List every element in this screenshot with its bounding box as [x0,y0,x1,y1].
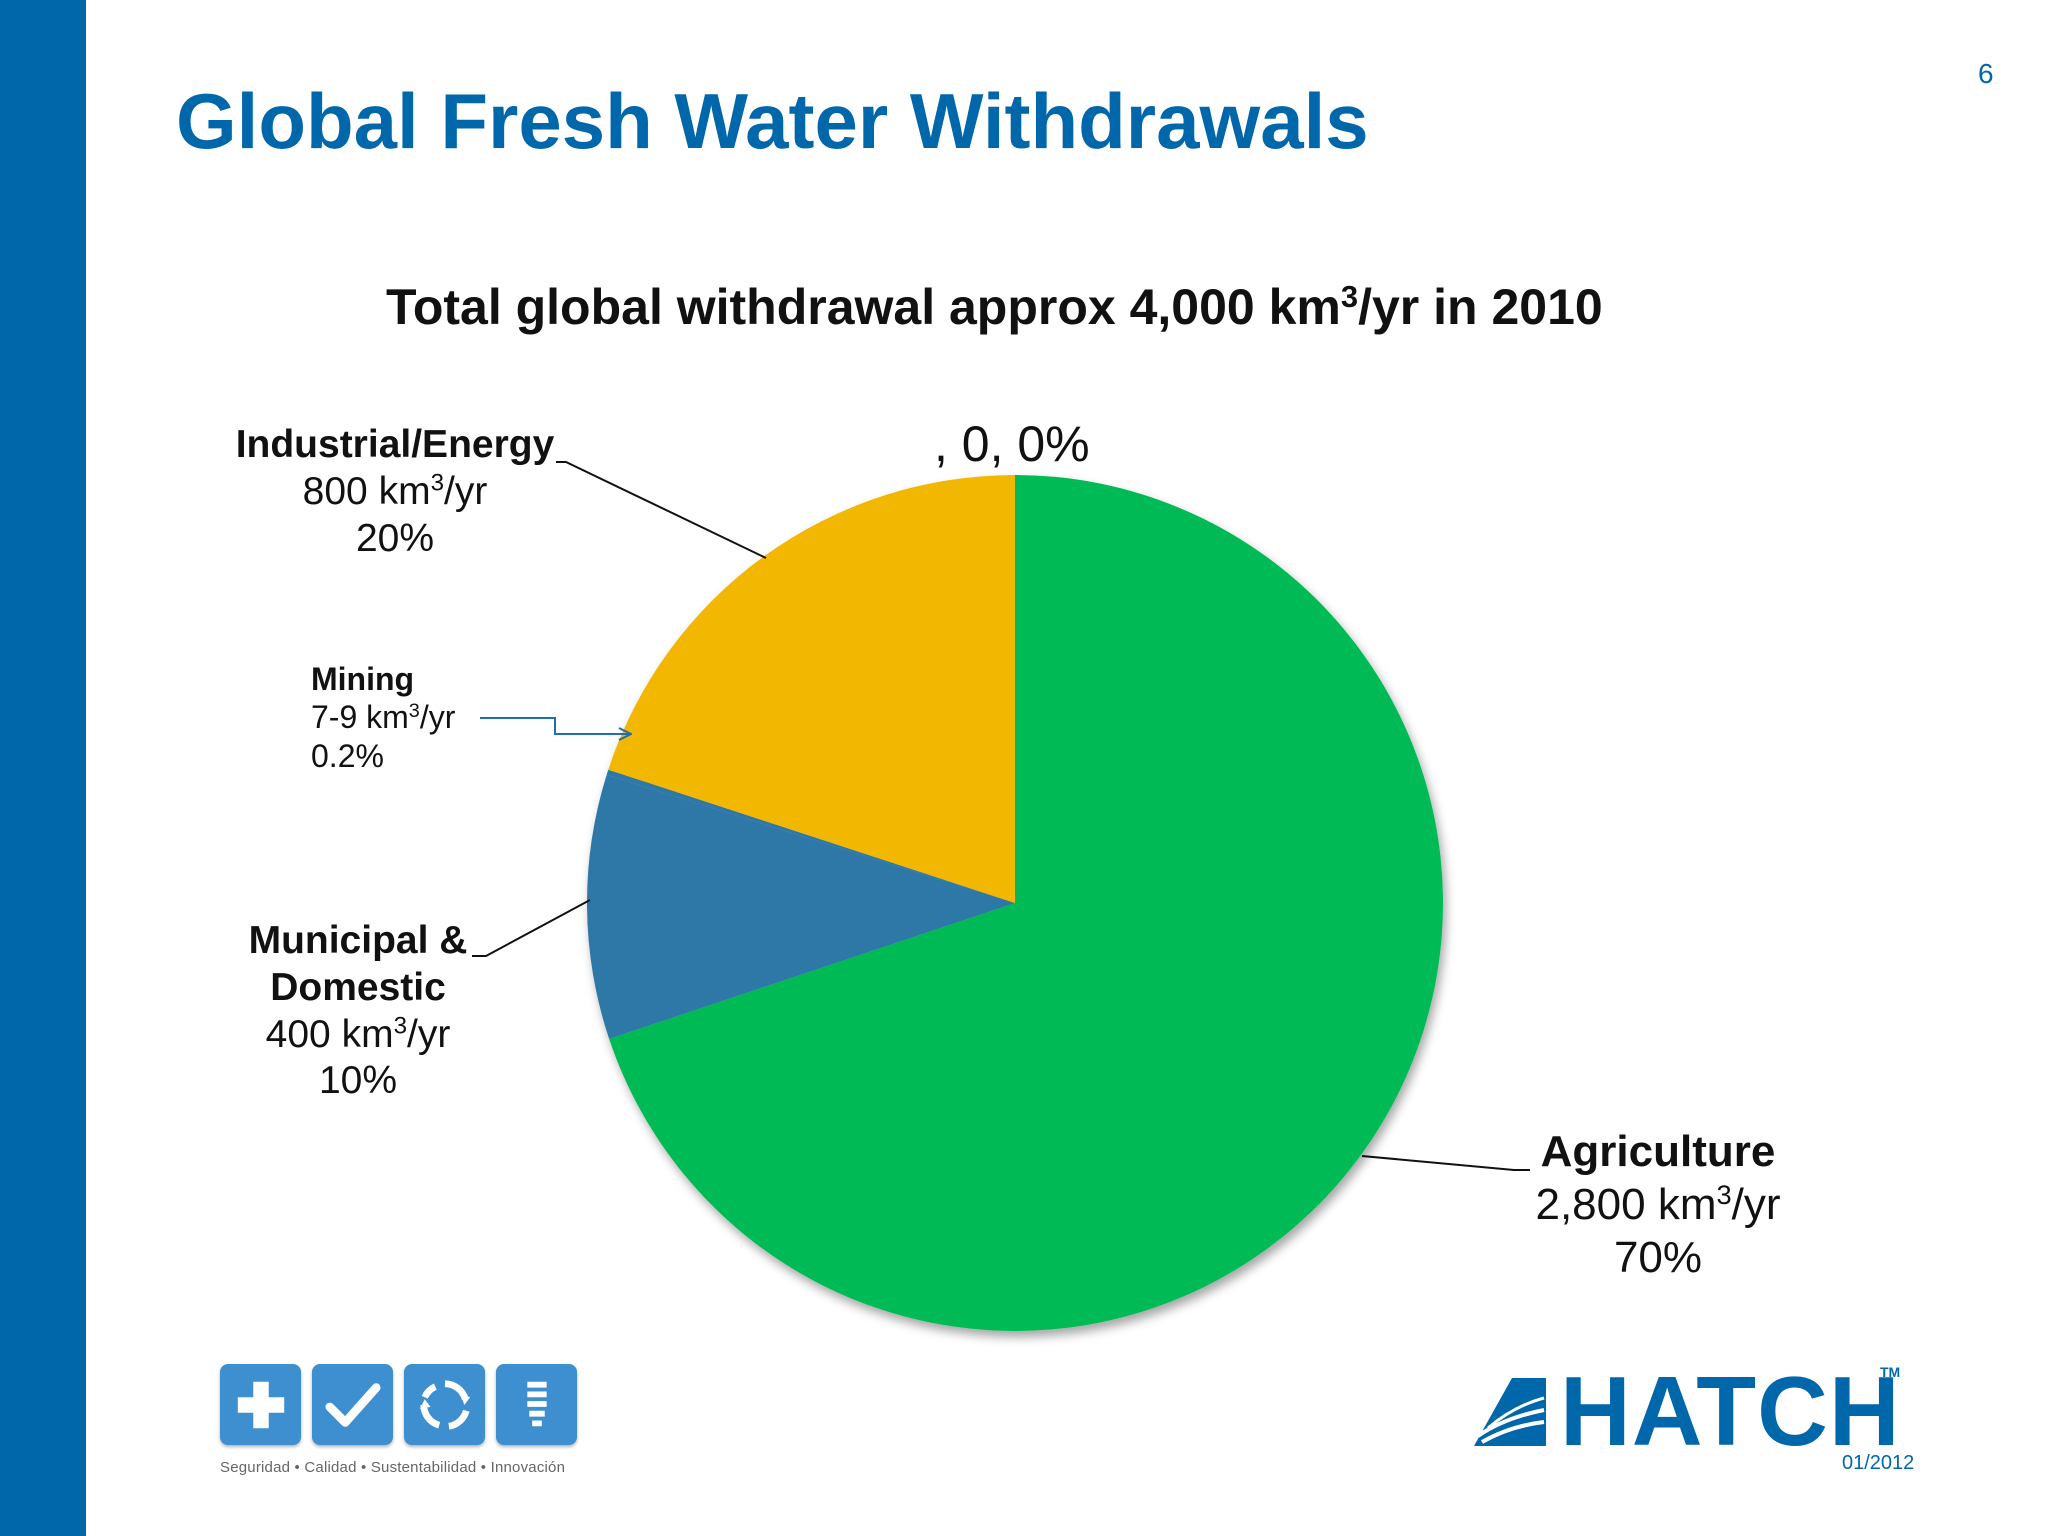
label-municipal-number: 400 [265,1012,331,1056]
unit-sup: 3 [1716,1178,1732,1210]
chart-title-pre: Total global withdrawal approx 4,000 km [386,279,1341,335]
pie-slice-agriculture [609,475,1443,1331]
chart-title-sup: 3 [1340,278,1359,314]
pie-slice-industrial-energy [608,475,1015,903]
lightbulb-icon [496,1364,577,1445]
leader-line-agriculture [1361,1155,1530,1171]
footer-tagline: Seguridad • Calidad • Sustentabilidad • … [220,1459,566,1476]
label-industrial-number: 800 [302,469,368,513]
leader-arrow-mining [480,717,630,734]
chart-title: Total global withdrawal approx 4,000 km3… [386,278,1603,336]
trademark-mark: TM [1880,1364,1901,1380]
unit-post: /yr [407,1012,451,1056]
label-agriculture-number: 2,800 [1535,1179,1646,1229]
label-industrial-value: 800 km3/yr [230,469,560,516]
label-agriculture: Agriculture 2,800 km3/yr 70% [1508,1126,1808,1284]
unit-post: /yr [419,699,456,736]
label-municipal-percent: 10% [318,1059,398,1103]
hatch-logo: HATCH [1474,1362,1901,1460]
label-mining-number: 7-9 [311,699,358,736]
zero-slice-label: , 0, 0% [934,416,1090,472]
unit-sup: 3 [430,469,445,497]
label-mining-value: 7-9 km3/yr [311,698,455,736]
label-agriculture-percent: 70% [1613,1232,1703,1282]
hatch-wordmark: HATCH [1560,1356,1901,1466]
slide-date: 01/2012 [1842,1452,1915,1474]
unit-base: km [366,699,409,736]
leader-line-industrial [556,461,767,559]
unit-post: /yr [1731,1179,1781,1229]
page-number: 6 [1978,58,1994,89]
unit-base: km [1657,1179,1717,1229]
unit-post: /yr [444,469,488,513]
label-mining-percent: 0.2% [311,737,384,774]
unit-sup: 3 [393,1012,408,1040]
unit-sup: 3 [408,700,420,723]
slide-title: Global Fresh Water Withdrawals [176,77,1369,165]
unit-base: km [341,1012,394,1056]
chart-title-post: /yr in 2010 [1358,279,1603,335]
unit-base: km [378,469,431,513]
hatch-logo-mark [1474,1378,1546,1446]
label-municipal: Municipal & Domestic 400 km3/yr 10% [228,918,488,1105]
label-industrial: Industrial/Energy 800 km3/yr 20% [230,422,560,562]
check-icon [312,1364,393,1445]
leader-line-municipal [472,899,591,957]
label-municipal-value: 400 km3/yr [228,1012,488,1059]
pie-slice-municipal-domestic [586,774,1015,1039]
label-industrial-percent: 20% [355,516,435,560]
pie-slices [586,475,1443,1331]
label-mining-name: Mining [311,661,415,697]
footer-values-icons [220,1364,577,1445]
left-accent-bar [0,0,86,1536]
leader-lines [472,461,1530,1171]
label-agriculture-value: 2,800 km3/yr [1508,1179,1808,1232]
pie-slice-mining [606,769,1015,903]
label-municipal-name: Municipal & Domestic [248,919,468,1009]
label-industrial-name: Industrial/Energy [235,423,555,466]
recycle-icon [404,1364,485,1445]
label-agriculture-name: Agriculture [1540,1127,1776,1176]
label-mining: Mining 7-9 km3/yr 0.2% [311,660,455,775]
plus-icon [220,1364,301,1445]
